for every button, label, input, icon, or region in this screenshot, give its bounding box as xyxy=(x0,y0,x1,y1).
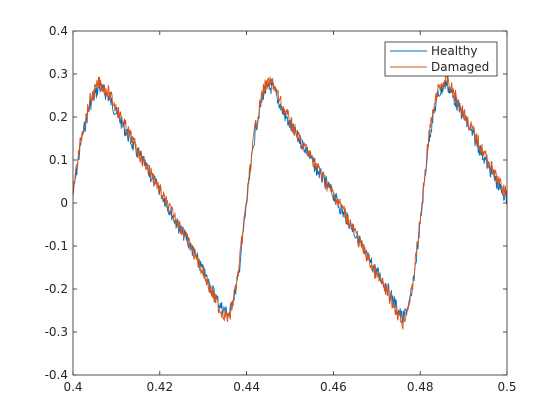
x-tick-label: 0.46 xyxy=(320,380,347,394)
y-tick-label: -0.4 xyxy=(45,368,68,382)
y-tick-label: 0.2 xyxy=(49,110,68,124)
x-tick-label: 0.42 xyxy=(146,380,173,394)
y-tick-label: 0.3 xyxy=(49,67,68,81)
legend-box xyxy=(384,41,498,77)
series-line-damaged xyxy=(72,71,508,331)
x-tick-label: 0.4 xyxy=(63,380,82,394)
x-tick-label: 0.44 xyxy=(233,380,260,394)
y-tick-label: -0.3 xyxy=(45,325,68,339)
y-tick-label: -0.2 xyxy=(45,282,68,296)
series-layer xyxy=(72,71,508,331)
x-tick-label: 0.48 xyxy=(407,380,434,394)
legend-label-damaged: Damaged xyxy=(431,60,489,74)
y-tick-label: 0 xyxy=(60,196,68,210)
y-tick-label: -0.1 xyxy=(45,239,68,253)
legend-label-healthy: Healthy xyxy=(431,44,478,58)
axes-layer: 0.4 0.42 0.44 0.46 0.48 0.5 -0.4 -0.3 -0.2 -0.1 0 0… xyxy=(45,24,517,394)
x-tick-label: 0.5 xyxy=(497,380,516,394)
y-tick-label: 0.1 xyxy=(49,153,68,167)
y-tick-label: 0.4 xyxy=(49,24,68,38)
plot-area xyxy=(73,31,507,375)
legend: Healthy Damaged xyxy=(384,41,498,77)
